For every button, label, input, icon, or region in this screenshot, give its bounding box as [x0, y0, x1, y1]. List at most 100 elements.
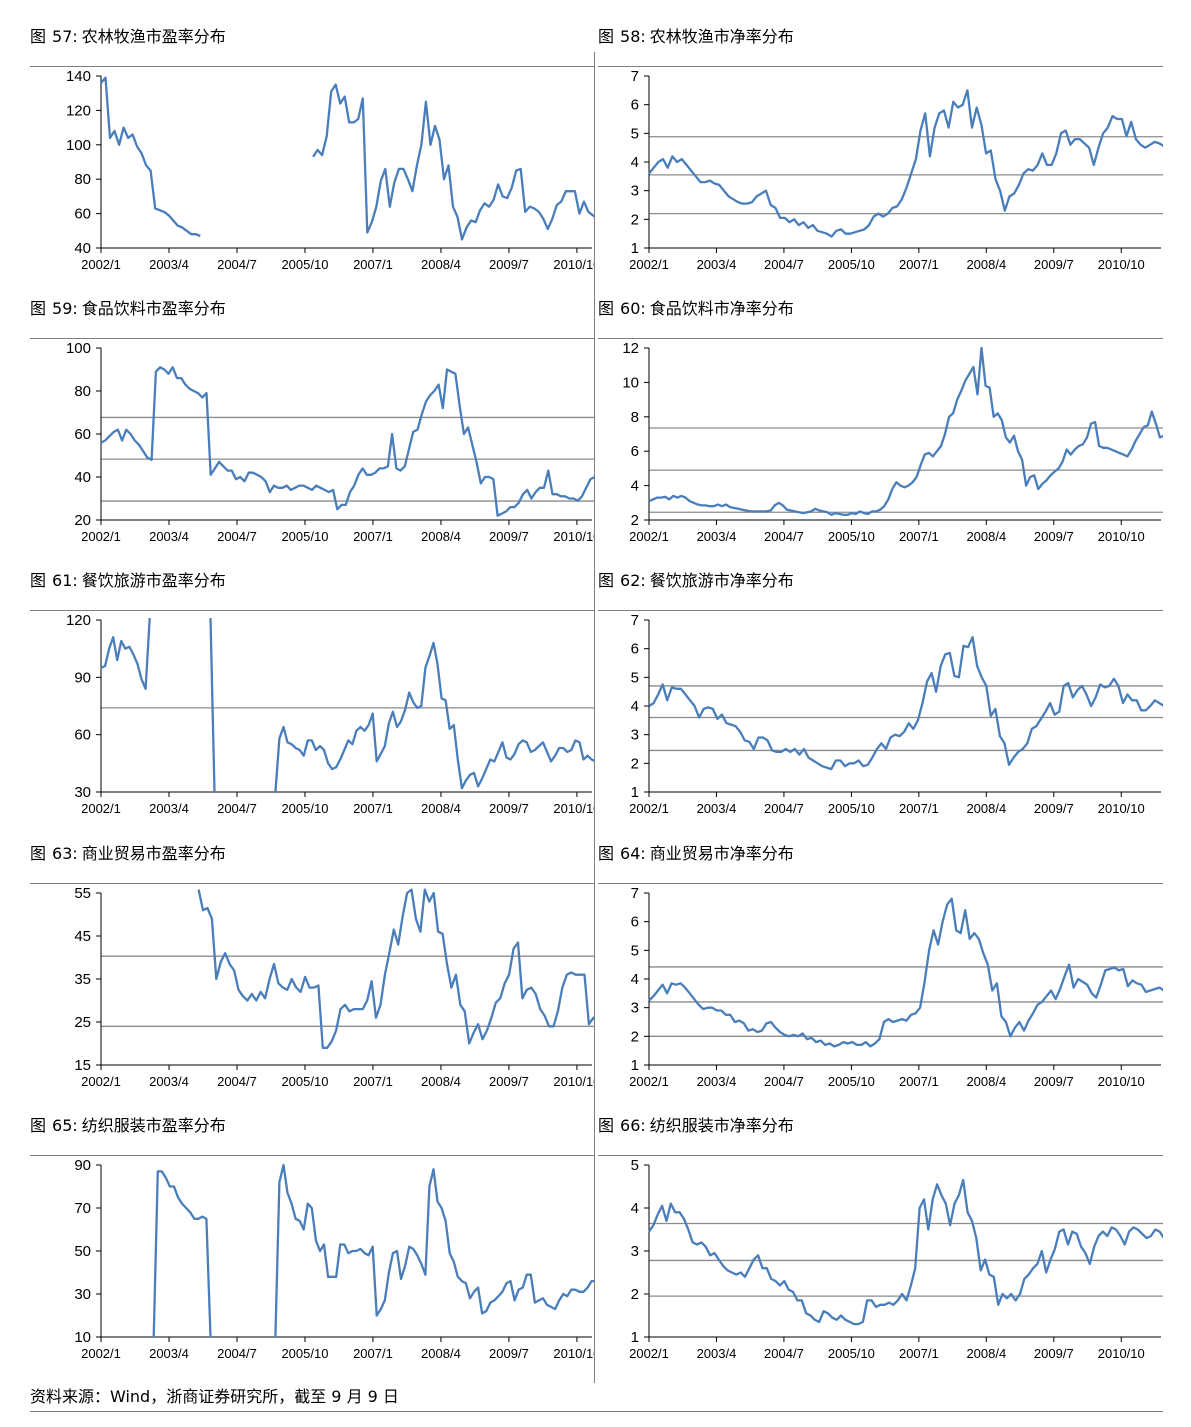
y-tick-label: 7 — [631, 612, 639, 629]
x-tick-label: 2007/1 — [899, 1074, 939, 1089]
figure-title-text: 农林牧渔市盈率分布 — [81, 27, 226, 46]
x-tick-label: 2004/7 — [217, 1346, 257, 1361]
figure-title-text: 食品饮料市净率分布 — [649, 299, 794, 318]
x-tick-label: 2005/10 — [281, 801, 328, 816]
x-tick-label: 2008/4 — [966, 257, 1006, 272]
figure-number: 64: — [620, 844, 646, 863]
chart-panel-66: 图 66: 纺织服装市净率分布 1 2 3 4 5 2002/1 2003/4 2004/7 2005… — [598, 1113, 1163, 1385]
chart-title: 图 61: 餐饮旅游市盈率分布 — [30, 568, 226, 594]
figure-title-text: 纺织服装市净率分布 — [649, 1116, 794, 1135]
chart-panel-63: 图 63: 商业贸易市盈率分布 15 25 35 45 55 2002/1 2003/4 2004/… — [30, 841, 594, 1113]
x-tick-label: 2005/10 — [281, 1346, 328, 1361]
y-tick-label: 35 — [74, 971, 91, 988]
chart-svg: 1 2 3 4 5 2002/1 2003/4 2004/7 2005/10 2007/1 2008… — [629, 1157, 1163, 1361]
x-tick-label: 2008/4 — [421, 1346, 461, 1361]
figure-title-text: 食品饮料市盈率分布 — [81, 299, 226, 318]
y-tick-label: 30 — [74, 784, 91, 801]
panel-top-rule — [598, 1155, 1163, 1156]
y-tick-label: 40 — [74, 469, 91, 486]
y-tick-label: 50 — [74, 1243, 91, 1260]
chart-title: 图 65: 纺织服装市盈率分布 — [30, 1113, 226, 1139]
y-tick-label: 100 — [66, 340, 91, 357]
x-tick-label: 2009/7 — [489, 257, 529, 272]
y-tick-label: 80 — [74, 383, 91, 400]
figure-title-text: 农林牧渔市净率分布 — [649, 27, 794, 46]
figure-number: 61: — [52, 571, 78, 590]
series-line — [648, 1178, 1163, 1326]
y-tick-label: 2 — [631, 211, 639, 228]
y-tick-label: 4 — [631, 1200, 639, 1217]
x-tick-label: 2004/7 — [764, 801, 804, 816]
x-tick-label: 2005/10 — [828, 801, 875, 816]
y-tick-label: 4 — [631, 478, 639, 495]
panel-top-rule — [598, 883, 1163, 884]
x-tick-label: 2003/4 — [697, 529, 737, 544]
x-tick-label: 2003/4 — [149, 257, 189, 272]
figure-title-text: 商业贸易市净率分布 — [649, 844, 794, 863]
figure-prefix: 图 — [30, 27, 47, 46]
chart-title: 图 66: 纺织服装市净率分布 — [598, 1113, 794, 1139]
figure-number: 65: — [52, 1116, 78, 1135]
x-tick-label: 2009/7 — [1034, 257, 1074, 272]
x-tick-label: 2003/4 — [697, 1074, 737, 1089]
figure-number: 59: — [52, 299, 78, 318]
figure-number: 57: — [52, 27, 78, 46]
x-tick-label: 2010/10 — [1098, 529, 1145, 544]
series-line — [648, 636, 1163, 771]
y-tick-label: 60 — [74, 426, 91, 443]
y-tick-label: 70 — [74, 1200, 91, 1217]
y-tick-label: 40 — [74, 240, 91, 257]
chart-panel-64: 图 64: 商业贸易市净率分布 1 2 3 4 5 6 7 2002/1 2003/4 2004/7 20… — [598, 841, 1163, 1113]
x-tick-label: 2002/1 — [81, 529, 121, 544]
chart-svg: 2 4 6 8 10 12 2002/1 2003/4 2004/7 2005/10 2007/1 2… — [622, 340, 1163, 544]
panel-top-rule — [30, 338, 594, 339]
x-tick-label: 2008/4 — [421, 1074, 461, 1089]
chart-svg: 1 2 3 4 5 6 7 2002/1 2003/4 2004/7 2005/10 2007/1 20… — [629, 68, 1163, 272]
x-tick-label: 2002/1 — [629, 1346, 669, 1361]
y-tick-label: 5 — [631, 669, 639, 686]
y-tick-label: 6 — [631, 97, 639, 114]
y-tick-label: 3 — [631, 183, 639, 200]
y-tick-label: 12 — [622, 340, 639, 357]
chart-title: 图 59: 食品饮料市盈率分布 — [30, 296, 226, 322]
series-line — [648, 346, 1163, 516]
x-tick-label: 2002/1 — [81, 801, 121, 816]
x-tick-label: 2010/10 — [1098, 1074, 1145, 1089]
series-line — [152, 1163, 594, 1338]
figure-prefix: 图 — [598, 27, 615, 46]
x-tick-label: 2007/1 — [899, 1346, 939, 1361]
x-tick-label: 2004/7 — [764, 529, 804, 544]
panel-top-rule — [30, 66, 594, 67]
series-line — [100, 366, 594, 517]
x-tick-label: 2004/7 — [217, 1074, 257, 1089]
column-divider — [594, 52, 595, 1383]
y-tick-label: 3 — [631, 727, 639, 744]
x-tick-label: 2009/7 — [489, 1346, 529, 1361]
chart-svg: 1 2 3 4 5 6 7 2002/1 2003/4 2004/7 2005/10 2007/1 20… — [629, 885, 1163, 1089]
y-tick-label: 2 — [631, 1028, 639, 1045]
y-tick-label: 30 — [74, 1286, 91, 1303]
y-tick-label: 1 — [631, 240, 639, 257]
panel-top-rule — [598, 338, 1163, 339]
y-tick-label: 4 — [631, 154, 639, 171]
x-tick-label: 2002/1 — [629, 1074, 669, 1089]
y-tick-label: 5 — [631, 125, 639, 142]
y-tick-label: 1 — [631, 1329, 639, 1346]
figure-prefix: 图 — [30, 299, 47, 318]
figure-title-text: 餐饮旅游市盈率分布 — [81, 571, 226, 590]
x-tick-label: 2005/10 — [828, 257, 875, 272]
x-tick-label: 2007/1 — [353, 529, 393, 544]
x-tick-label: 2004/7 — [217, 257, 257, 272]
chart-panel-59: 图 59: 食品饮料市盈率分布 20 40 60 80 100 2002/1 2003/4 2004… — [30, 296, 594, 568]
y-tick-label: 120 — [66, 102, 91, 119]
x-tick-label: 2002/1 — [629, 529, 669, 544]
x-tick-label: 2009/7 — [1034, 1346, 1074, 1361]
figure-prefix: 图 — [598, 844, 615, 863]
y-tick-label: 5 — [631, 1157, 639, 1174]
y-tick-label: 6 — [631, 914, 639, 931]
chart-title: 图 58: 农林牧渔市净率分布 — [598, 24, 794, 50]
x-tick-label: 2008/4 — [421, 801, 461, 816]
x-tick-label: 2010/10 — [553, 801, 594, 816]
y-tick-label: 3 — [631, 1000, 639, 1017]
x-tick-label: 2007/1 — [353, 1346, 393, 1361]
